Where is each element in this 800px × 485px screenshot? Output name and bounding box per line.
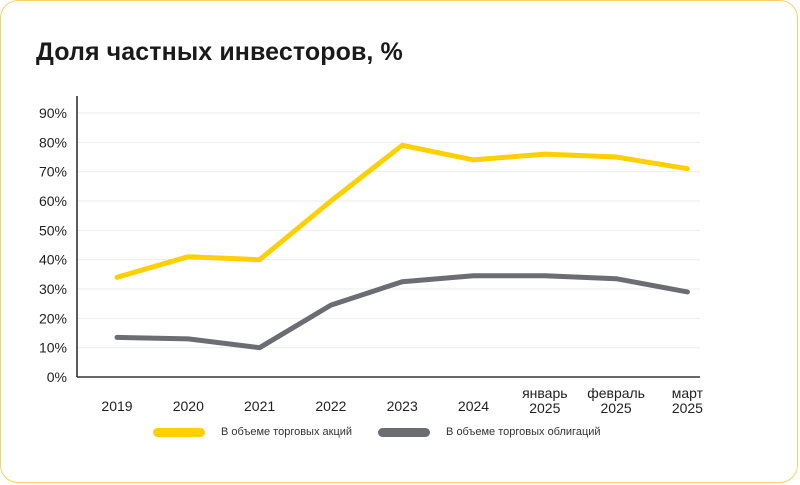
x-tick-label: 2021	[244, 398, 275, 414]
series-line-stocks	[114, 142, 690, 280]
x-tick-label: январь 2025	[522, 385, 567, 416]
y-tick-label: 60%	[39, 193, 67, 209]
y-tick-label: 70%	[39, 164, 67, 180]
chart-title: Доля частных инвесторов, %	[36, 38, 403, 66]
x-tick-label: февраль 2025	[587, 385, 645, 416]
x-tick-label: 2024	[458, 398, 489, 414]
x-tick-label: март 2025	[672, 385, 704, 416]
y-tick-label: 90%	[39, 105, 67, 121]
axes	[76, 96, 700, 378]
x-tick-label: 2022	[315, 398, 346, 414]
legend-swatch-stocks	[153, 427, 205, 437]
grid-lines	[77, 112, 700, 349]
y-tick-label: 50%	[39, 222, 67, 238]
x-tick-label: 2020	[173, 398, 204, 414]
y-tick-label: 30%	[39, 281, 67, 297]
x-tick-label: 2023	[387, 398, 418, 414]
y-tick-label: 40%	[39, 252, 67, 268]
legend-item-bonds: В объеме торговых облигаций	[378, 426, 601, 438]
y-tick-label: 10%	[39, 340, 67, 356]
y-tick-label: 20%	[39, 310, 67, 326]
y-tick-label: 80%	[39, 134, 67, 150]
legend: В объеме торговых акций В объеме торговы…	[153, 426, 627, 438]
y-tick-labels: 0% 10% 20% 30% 40% 50% 60% 70% 80% 90%	[39, 105, 67, 385]
legend-swatch-bonds	[378, 427, 431, 437]
legend-label-stocks: В объеме торговых акций	[221, 426, 353, 438]
x-tick-label: 2019	[101, 398, 132, 414]
y-tick-label: 0%	[47, 369, 67, 385]
legend-label-bonds: В объеме торговых облигаций	[446, 426, 601, 438]
series-lines	[114, 142, 690, 351]
x-tick-labels: 2019 2020 2021 2022 2023 2024 январь 2025 феврал…	[101, 385, 703, 416]
legend-item-stocks: В объеме торговых акций	[153, 426, 352, 438]
series-line-bonds	[114, 273, 690, 351]
